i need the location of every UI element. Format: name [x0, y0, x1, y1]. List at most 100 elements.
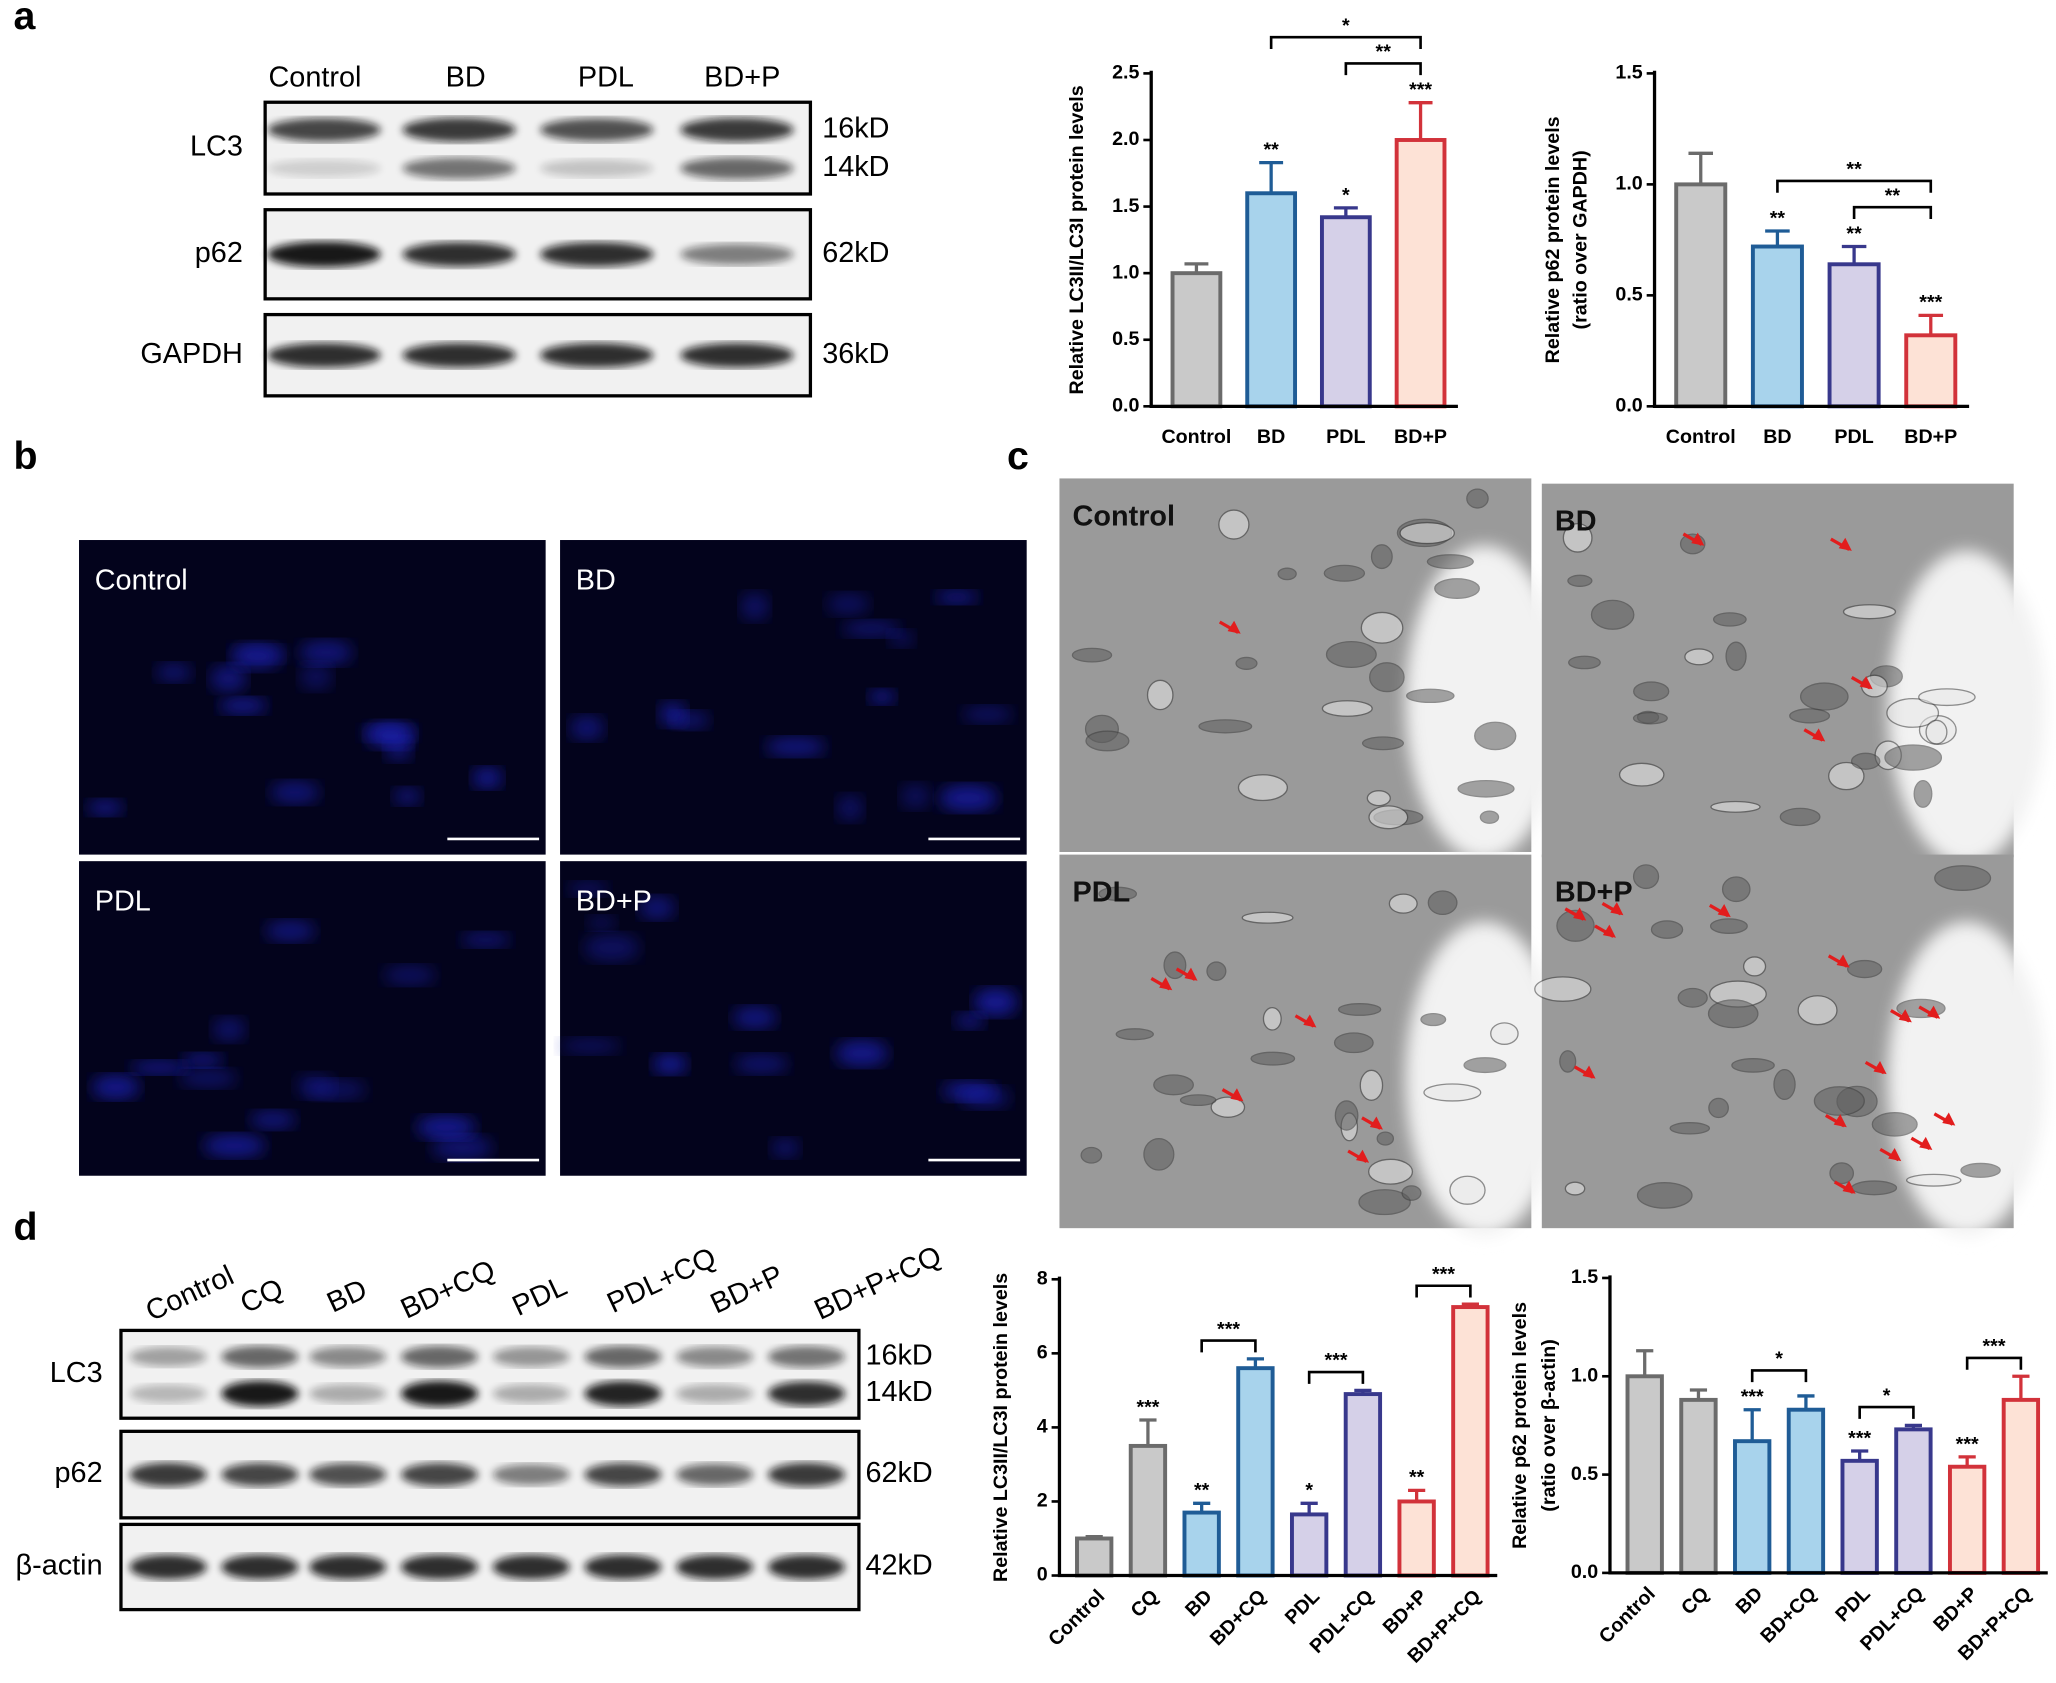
bracket-label: * [1342, 15, 1350, 37]
organelle [1884, 744, 1943, 771]
organelle [1721, 876, 1751, 903]
bar [1840, 1458, 1879, 1575]
organelle [1423, 1083, 1482, 1102]
arrow-head [1833, 1114, 1847, 1128]
image-label: PDL [95, 886, 151, 918]
band [221, 1380, 299, 1407]
size-label: 16kD [822, 112, 889, 144]
x-tick-label: CQ [1677, 1583, 1713, 1619]
y-axis-label: (ratio over β-actin) [1538, 1339, 1560, 1512]
x-tick-label: PDL [1281, 1586, 1324, 1629]
significance: *** [1136, 1396, 1159, 1418]
bar [1451, 1305, 1490, 1578]
error-bar [1851, 1449, 1869, 1461]
organelle [1479, 810, 1500, 824]
organelle [1218, 509, 1250, 540]
x-tick-label: BD [1181, 1586, 1217, 1622]
nucleus [559, 1037, 621, 1055]
y-tick-label: 1.5 [1615, 62, 1642, 84]
band [309, 1463, 387, 1487]
image-label: BD [576, 565, 616, 597]
y-axis-label: Relative p62 protein levels [1542, 116, 1564, 363]
nucleus [770, 1138, 800, 1158]
lane-label: PDL [508, 1270, 572, 1323]
image-label: PDL [1073, 877, 1131, 909]
image-label: BD+P [1555, 877, 1633, 909]
organelle [1846, 959, 1883, 979]
bar [1182, 1510, 1221, 1578]
y-tick-label: 2.5 [1112, 62, 1139, 84]
band [492, 1384, 570, 1404]
organelle [1851, 1180, 1898, 1196]
nucleus [835, 1039, 889, 1067]
nucleus [416, 1115, 476, 1140]
nucleus [740, 592, 770, 621]
arrow-head [1691, 532, 1705, 546]
band [267, 342, 381, 368]
nucleus [959, 1086, 1011, 1109]
size-label: 62kD [822, 237, 889, 269]
arrow-head [1898, 1009, 1912, 1023]
organelle [1198, 719, 1253, 734]
lane-label: BD [446, 61, 486, 93]
lane-label: CQ [236, 1273, 289, 1320]
organelle [1250, 1051, 1296, 1066]
organelle [1925, 719, 1948, 745]
organelle [1650, 920, 1684, 939]
organelle [1632, 864, 1660, 890]
significance: ** [1194, 1480, 1210, 1502]
nucleus [973, 988, 1018, 1017]
organelle [1179, 1094, 1217, 1107]
organelle [1323, 564, 1366, 582]
lane-label: PDL+CQ [602, 1242, 721, 1320]
organelle [1277, 567, 1297, 581]
nucleus [202, 1134, 266, 1158]
nucleus [471, 767, 503, 789]
organelle [1367, 1158, 1414, 1185]
organelle [1918, 688, 1976, 707]
error-bar [1841, 244, 1867, 265]
band [540, 118, 654, 142]
y-tick-label: 1.0 [1112, 261, 1139, 283]
bar [1786, 1407, 1826, 1575]
organelle [1708, 1097, 1729, 1119]
organelle [1913, 779, 1933, 808]
organelle [1325, 640, 1377, 669]
significance: ** [1263, 139, 1279, 161]
organelle [1071, 647, 1113, 663]
organelle [1143, 1137, 1175, 1171]
bar [1904, 333, 1958, 409]
error-bar [1765, 229, 1790, 247]
organelle [1206, 961, 1227, 981]
bar [1343, 1392, 1383, 1578]
error-bar [1461, 1302, 1479, 1308]
organelle [1829, 1162, 1855, 1185]
image-label: Control [95, 565, 188, 597]
nucleus [652, 1054, 688, 1075]
organelle [1618, 762, 1665, 787]
nucleus [218, 697, 268, 715]
organelle [1731, 1058, 1775, 1073]
nucleus [366, 721, 415, 749]
nucleus [155, 663, 193, 682]
size-label: 14kD [865, 1376, 932, 1408]
nucleus [129, 1060, 189, 1075]
organelle [1426, 554, 1474, 570]
organelle [1669, 1122, 1711, 1135]
error-bar [1918, 313, 1944, 336]
image-label: BD+P [576, 886, 652, 918]
bar [1674, 182, 1728, 409]
error-bar [1193, 1501, 1211, 1513]
significance: *** [1409, 79, 1432, 101]
organelle [1420, 1012, 1447, 1027]
bracket [1750, 1369, 1808, 1383]
significance: * [1342, 184, 1350, 206]
size-label: 42kD [865, 1550, 932, 1582]
error-bar [1354, 1388, 1372, 1395]
band [129, 1554, 207, 1580]
organelle [1334, 1100, 1359, 1131]
nucleus [934, 590, 979, 604]
lane-label: BD+P [704, 61, 780, 93]
band [129, 1462, 207, 1487]
arrow-head [1227, 620, 1241, 634]
